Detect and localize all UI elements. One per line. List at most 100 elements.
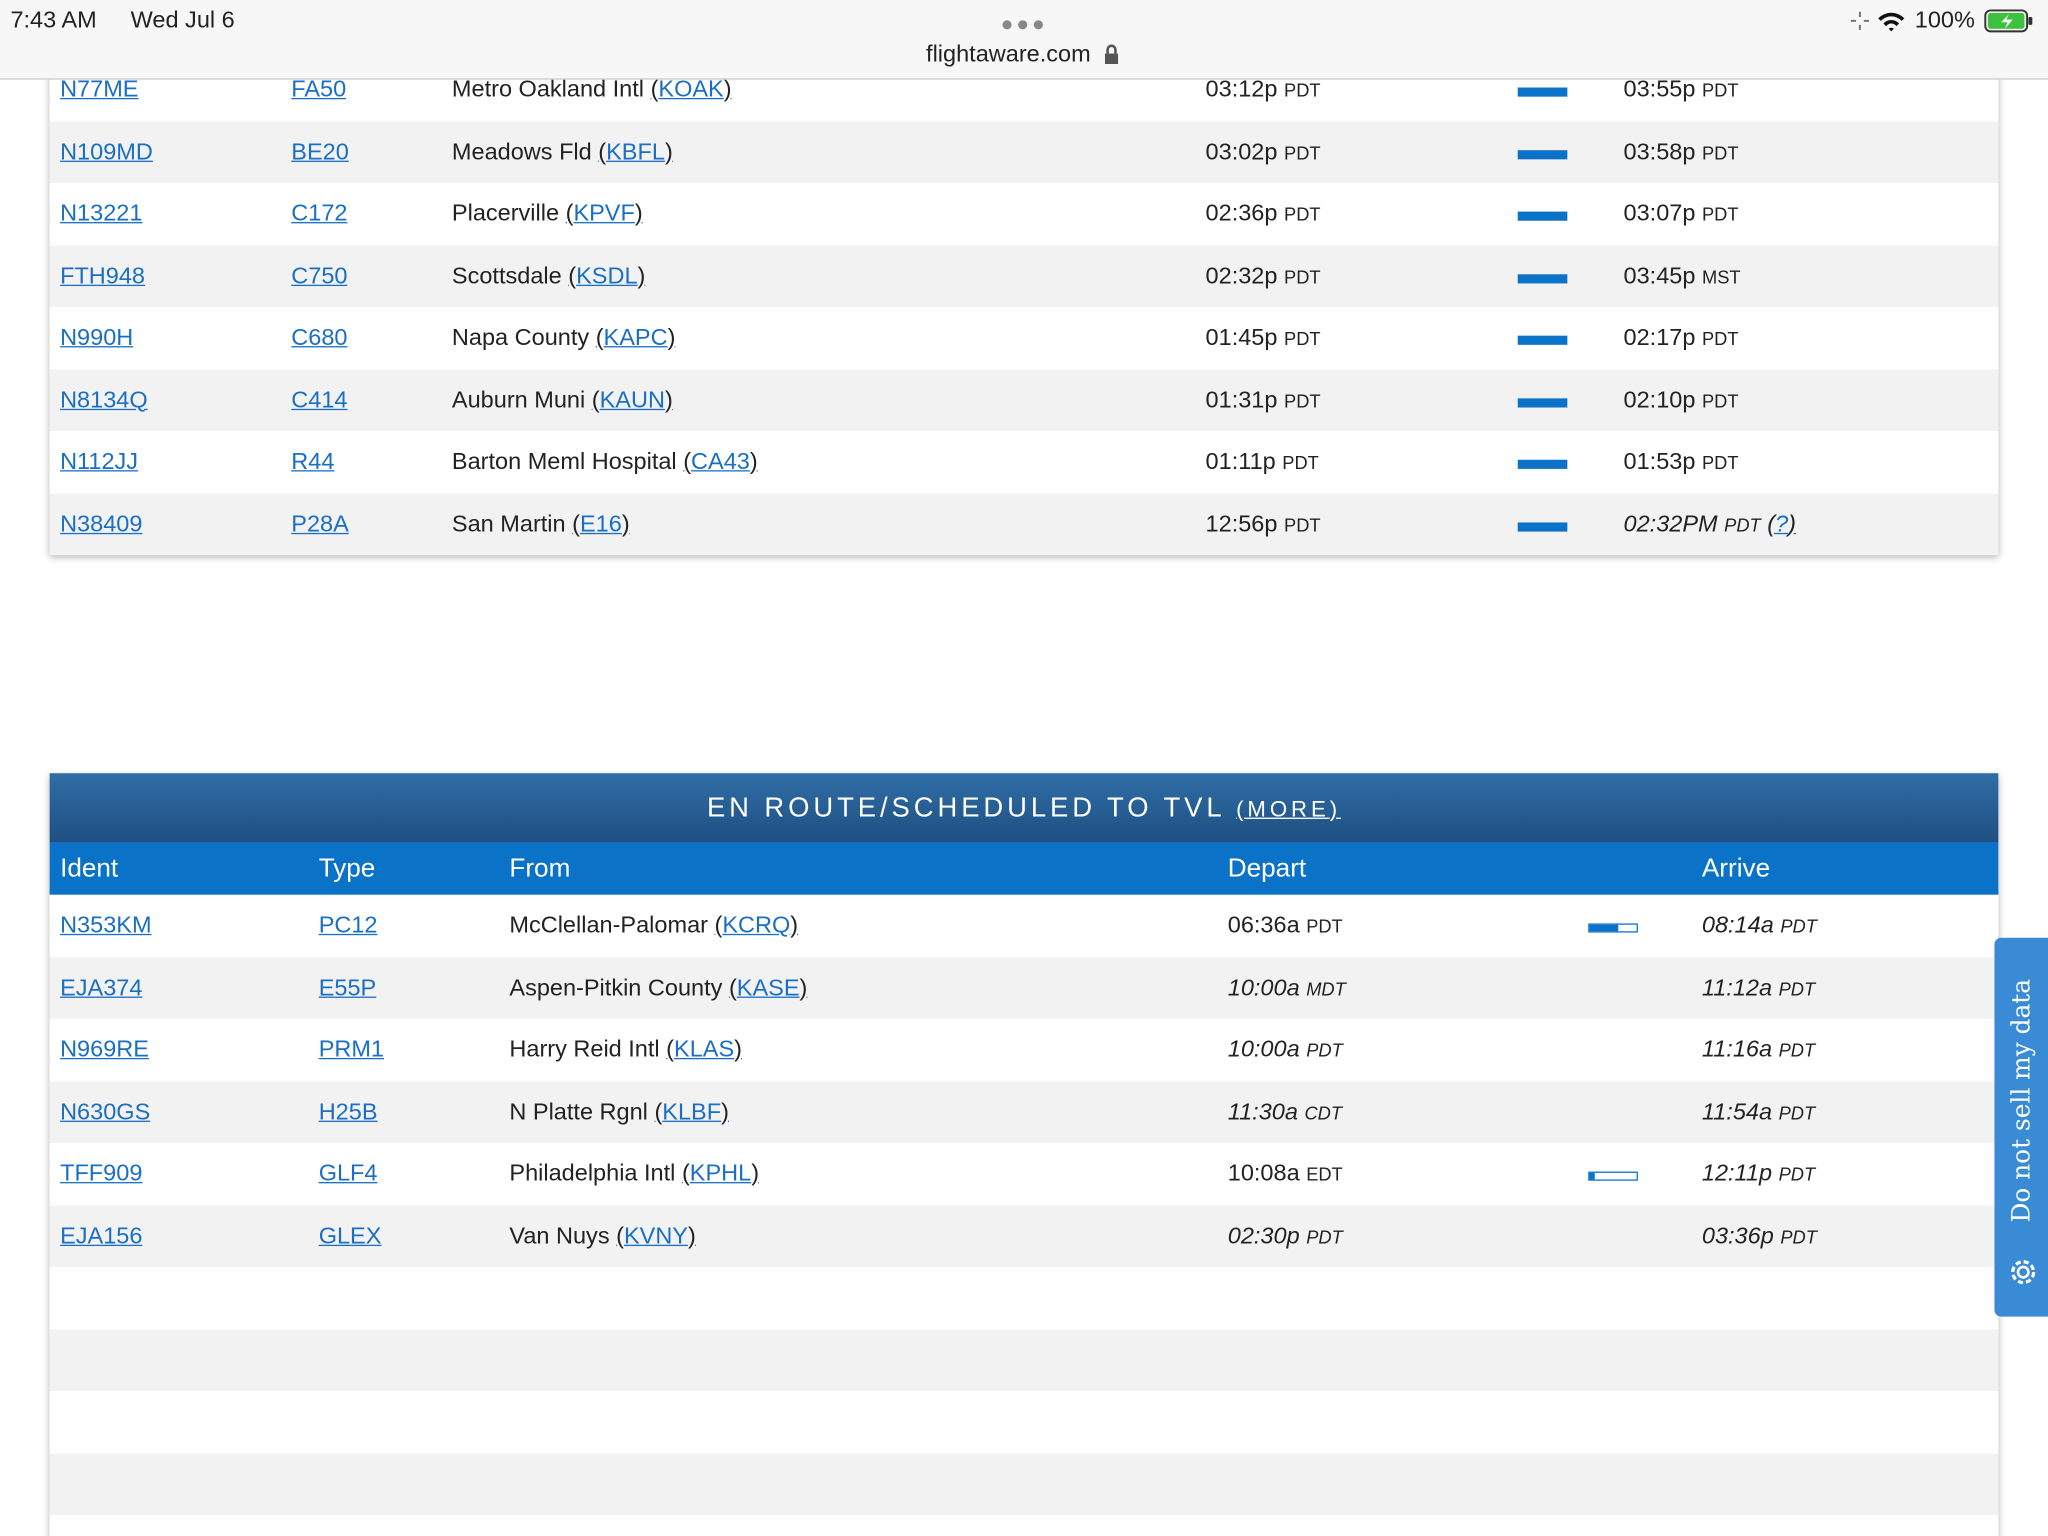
airport-code[interactable]: KSDL	[568, 262, 645, 288]
depart-time: 12:56p	[1205, 510, 1278, 537]
arrive-tz: PDT	[1780, 915, 1817, 937]
airport-code[interactable]: KOAK	[651, 76, 732, 102]
depart-tz: PDT	[1306, 1039, 1343, 1061]
arrive-cell: 03:58p PDT	[1624, 121, 1739, 184]
table-row	[50, 1267, 1999, 1329]
ident-link[interactable]: FTH948	[60, 261, 146, 288]
airport-code[interactable]: E16	[572, 510, 630, 536]
ident-link[interactable]: N13221	[60, 199, 143, 226]
arrive-time: 03:55p	[1623, 75, 1696, 102]
type-link[interactable]: H25B	[318, 1097, 378, 1124]
airport-code[interactable]: KASE	[729, 974, 807, 1000]
ident-link[interactable]: N38409	[60, 510, 143, 537]
progress-bar	[1517, 87, 1568, 97]
depart-tz: PDT	[1283, 79, 1321, 101]
arrive-cell: 01:53p PDT	[1624, 431, 1739, 494]
column-header: From	[509, 854, 571, 883]
type-link[interactable]: P28A	[291, 510, 349, 537]
origin-cell: Barton Meml Hospital CA43	[452, 431, 758, 493]
arrive-time: 03:58p	[1623, 137, 1696, 164]
depart-time: 03:12p	[1205, 75, 1278, 102]
type-link[interactable]: GLEX	[318, 1221, 382, 1248]
type-link[interactable]: PRM1	[318, 1035, 385, 1062]
arrive-time: 02:17p	[1623, 323, 1696, 351]
privacy-tab[interactable]: Do not sell my data	[1994, 937, 2048, 1317]
en-route-table: EN ROUTE/SCHEDULED TO TVL MORE Ident Type…	[49, 773, 1999, 1536]
type-link[interactable]: C750	[291, 261, 348, 288]
type-link[interactable]: E55P	[318, 973, 377, 1000]
table-title-bar: EN ROUTE/SCHEDULED TO TVL MORE	[49, 773, 1999, 843]
type-link[interactable]: C414	[291, 385, 348, 413]
type-link[interactable]: BE20	[291, 137, 349, 164]
arrive-cell: 03:36p PDT	[1702, 1205, 1817, 1268]
arrive-time: 03:45p	[1623, 261, 1696, 288]
ident-link[interactable]: EJA156	[60, 1221, 143, 1248]
progress-bar	[1517, 335, 1568, 345]
ident-link[interactable]: N630GS	[60, 1097, 151, 1124]
arrive-time: 11:54a	[1701, 1097, 1773, 1124]
header-row: Ident Type From Depart Arrive	[49, 842, 1999, 895]
progress-bar	[1588, 923, 1638, 933]
airport-code[interactable]: KBFL	[598, 138, 672, 164]
depart-time: 06:36a	[1227, 911, 1300, 938]
airport-code[interactable]: KVNY	[616, 1222, 696, 1248]
ident-link[interactable]: N990H	[60, 323, 134, 351]
airport-code[interactable]: KLBF	[654, 1098, 728, 1124]
airport-code[interactable]: CA43	[683, 448, 757, 474]
url[interactable]: flightaware.com	[926, 40, 1091, 67]
progress-bar	[1517, 273, 1568, 283]
gear-icon	[2011, 1260, 2036, 1285]
table-row: TFF909 GLF4 Philadelphia Intl KPHL 10:08a ED…	[50, 1143, 1999, 1205]
battery-level: 100%	[1914, 6, 1975, 33]
ident-link[interactable]: N77ME	[60, 75, 139, 102]
arrive-time: 02:10p	[1623, 385, 1696, 413]
arrive-tz: PDT	[1701, 203, 1739, 225]
airport-code[interactable]: KCRQ	[715, 912, 799, 938]
airport-code[interactable]: KAPC	[596, 324, 676, 350]
progress-bar	[1517, 397, 1568, 407]
airport-code[interactable]: KAUN	[592, 386, 673, 412]
depart-cell: 02:36p PDT	[1206, 183, 1321, 246]
ident-link[interactable]: TFF909	[60, 1159, 143, 1186]
type-link[interactable]: GLF4	[318, 1159, 378, 1186]
arrive-tz: PDT	[1778, 1163, 1816, 1185]
depart-cell: 03:12p PDT	[1206, 59, 1321, 122]
help-link[interactable]: ?	[1767, 510, 1796, 536]
progress-bar	[1588, 1171, 1638, 1181]
more-dots[interactable]	[1000, 18, 1047, 31]
privacy-label[interactable]: Do not sell my data	[2007, 978, 2037, 1223]
arrive-tz: PDT	[1701, 79, 1739, 101]
ident-link[interactable]: N969RE	[60, 1035, 149, 1062]
depart-cell: 10:00a MDT	[1228, 957, 1346, 1020]
airport-code[interactable]: KPHL	[682, 1160, 759, 1186]
ident-link[interactable]: N109MD	[60, 137, 153, 164]
type-link[interactable]: FA50	[291, 75, 347, 102]
origin-name: Placerville	[451, 199, 560, 226]
more-link[interactable]: MORE	[1236, 797, 1341, 822]
type-link[interactable]: PC12	[318, 911, 378, 938]
ident-link[interactable]: N112JJ	[60, 447, 139, 475]
depart-time: 10:08a	[1227, 1159, 1300, 1186]
arrive-time: 02:32PM	[1623, 510, 1718, 537]
depart-cell: 06:36a PDT	[1228, 895, 1343, 958]
arrive-tz: MST	[1701, 265, 1741, 287]
type-link[interactable]: C172	[291, 199, 348, 226]
origin-cell: Auburn Muni KAUN	[452, 369, 673, 431]
type-link[interactable]: C680	[291, 323, 348, 351]
origin-cell: Meadows Fld KBFL	[452, 121, 673, 183]
depart-time: 03:02p	[1205, 137, 1278, 164]
table-row: EJA374 E55P Aspen-Pitkin County KASE 10:00a…	[49, 956, 1999, 1020]
ident-link[interactable]: N8134Q	[60, 385, 148, 413]
type-link[interactable]: R44	[291, 447, 335, 475]
clock: 7:43 AM	[10, 6, 97, 33]
airport-code[interactable]: KPVF	[566, 200, 643, 226]
ident-link[interactable]: EJA374	[60, 973, 143, 1000]
airport-code[interactable]: KLAS	[666, 1036, 742, 1062]
arrive-tz: PDT	[1778, 1101, 1816, 1123]
ident-link[interactable]: N353KM	[60, 911, 152, 938]
arrive-time: 12:11p	[1701, 1159, 1773, 1186]
origin-cell: Placerville KPVF	[452, 183, 643, 245]
